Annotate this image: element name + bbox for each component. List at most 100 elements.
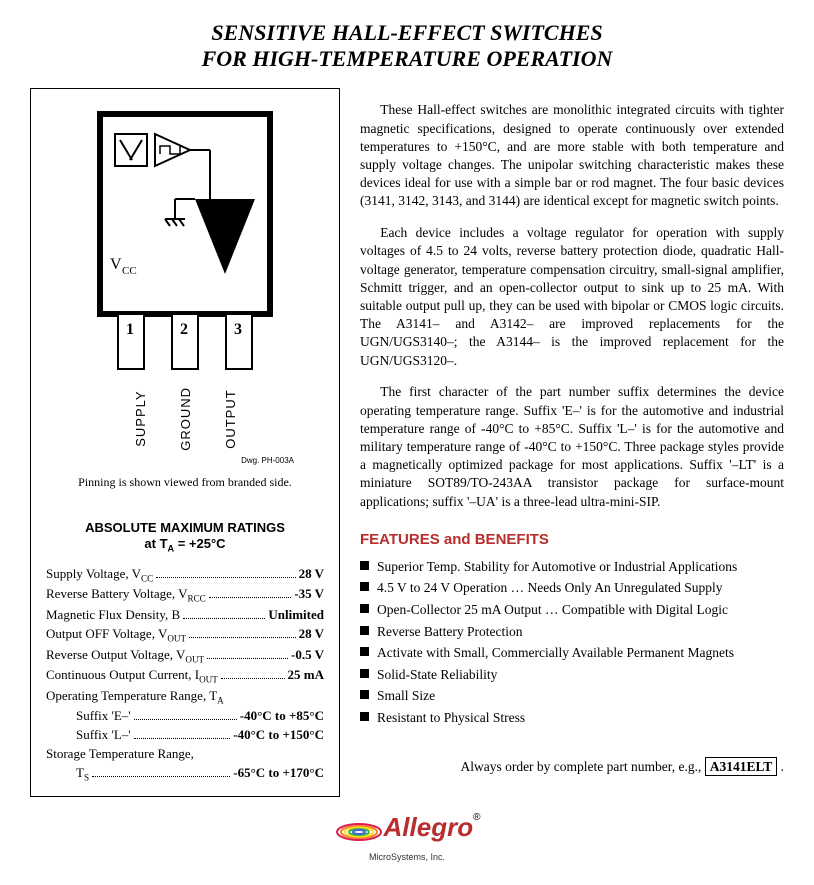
title-line-2: FOR HIGH-TEMPERATURE OPERATION [202,46,613,71]
square-bullet-icon [360,712,369,721]
feature-text: Solid-State Reliability [377,664,497,686]
rating-subscript: CC [141,573,153,583]
ratings-heading-l2b: = +25°C [174,536,225,551]
ratings-heading: ABSOLUTE MAXIMUM RATINGS at TA = +25°C [46,520,324,556]
order-note-prefix: Always order by complete part number, e.… [460,759,704,774]
main-content: V CC 1 2 3 SUPPLY GROUND OUTPUT Dwg. PH-… [30,88,784,797]
svg-text:V: V [110,256,122,273]
rating-subscript: RCC [188,594,206,604]
rating-label: Reverse Output Voltage, VOUT [46,647,204,665]
rating-row: Magnetic Flux Density, B Unlimited [46,607,324,623]
pin-label-ground: GROUND [178,387,193,451]
rating-dots [207,658,288,659]
rating-row: Reverse Output Voltage, VOUT -0.5 V [46,647,324,665]
square-bullet-icon [360,647,369,656]
spec-box: V CC 1 2 3 SUPPLY GROUND OUTPUT Dwg. PH-… [30,88,340,797]
rating-label: Magnetic Flux Density, B [46,607,180,623]
rating-label: Operating Temperature Range, TA [46,688,224,706]
rating-value: -0.5 V [291,647,324,663]
square-bullet-icon [360,582,369,591]
feature-text: 4.5 V to 24 V Operation … Needs Only An … [377,577,722,599]
rating-value: Unlimited [268,607,324,623]
feature-item: Superior Temp. Stability for Automotive … [360,556,784,578]
svg-text:2: 2 [180,321,188,338]
svg-text:1: 1 [126,321,134,338]
paragraph-1: These Hall-effect switches are monolithi… [360,101,784,210]
features-heading: FEATURES and BENEFITS [360,531,784,548]
feature-item: Resistant to Physical Stress [360,707,784,729]
footer-logo: Allegro® MicroSystems, Inc. [30,812,784,865]
features-list: Superior Temp. Stability for Automotive … [360,556,784,729]
rating-value: 28 V [299,626,324,642]
left-column: V CC 1 2 3 SUPPLY GROUND OUTPUT Dwg. PH-… [30,88,340,797]
order-part-number: A3141ELT [705,757,778,776]
title-line-1: SENSITIVE HALL-EFFECT SWITCHES [211,20,602,45]
rating-value: -65°C to +170°C [233,765,324,781]
feature-item: Solid-State Reliability [360,664,784,686]
right-column: These Hall-effect switches are monolithi… [360,88,784,797]
feature-text: Open-Collector 25 mA Output … Compatible… [377,599,728,621]
rating-dots [183,618,265,619]
logo-swirl-icon [334,817,384,847]
order-note-suffix: . [777,759,784,774]
rating-label: Continuous Output Current, IOUT [46,667,218,685]
feature-text: Activate with Small, Commercially Availa… [377,642,734,664]
rating-label: Suffix 'E–' [76,708,131,724]
feature-text: Superior Temp. Stability for Automotive … [377,556,737,578]
package-svg: V CC 1 2 3 [80,104,290,374]
rating-subscript: S [84,773,89,783]
rating-dots [134,719,237,720]
rating-label: Storage Temperature Range, [46,746,194,762]
pin-label-supply: SUPPLY [133,387,148,451]
pinning-note: Pinning is shown viewed from branded sid… [46,475,324,490]
rating-dots [156,577,295,578]
rating-dots [221,678,285,679]
package-diagram: V CC 1 2 3 SUPPLY GROUND OUTPUT Dwg. PH-… [46,104,324,465]
drawing-note: Dwg. PH-003A [46,456,294,465]
svg-text:3: 3 [234,321,242,338]
rating-row: Supply Voltage, VCC28 V [46,566,324,584]
pin-label-output: OUTPUT [223,387,238,451]
paragraph-3: The first character of the part number s… [360,383,784,511]
paragraph-2: Each device includes a voltage regulator… [360,224,784,370]
rating-subscript: OUT [185,654,204,664]
ratings-heading-l1: ABSOLUTE MAXIMUM RATINGS [85,520,285,535]
square-bullet-icon [360,669,369,678]
rating-label: Suffix 'L–' [76,727,131,743]
feature-item: Open-Collector 25 mA Output … Compatible… [360,599,784,621]
square-bullet-icon [360,561,369,570]
rating-row: Suffix 'E–' -40°C to +85°C [46,708,324,724]
rating-label: Reverse Battery Voltage, VRCC [46,586,206,604]
order-note: Always order by complete part number, e.… [360,759,784,775]
rating-dots [209,597,292,598]
svg-text:CC: CC [122,265,137,277]
logo-text: Allegro [384,812,474,842]
rating-value: -35 V [294,586,324,602]
rating-value: 28 V [299,566,324,582]
feature-text: Resistant to Physical Stress [377,707,525,729]
rating-value: -40°C to +85°C [240,708,324,724]
rating-row: Suffix 'L–' -40°C to +150°C [46,727,324,743]
feature-item: 4.5 V to 24 V Operation … Needs Only An … [360,577,784,599]
logo-subtext: MicroSystems, Inc. [369,852,445,862]
feature-item: Activate with Small, Commercially Availa… [360,642,784,664]
rating-row: TS -65°C to +170°C [46,765,324,783]
rating-value: -40°C to +150°C [233,727,324,743]
rating-subscript: OUT [167,634,186,644]
rating-subscript: A [217,695,224,705]
feature-text: Reverse Battery Protection [377,621,522,643]
rating-row: Output OFF Voltage, VOUT28 V [46,626,324,644]
rating-value: 25 mA [288,667,324,683]
rating-row: Continuous Output Current, IOUT 25 mA [46,667,324,685]
square-bullet-icon [360,604,369,613]
square-bullet-icon [360,626,369,635]
rating-dots [189,637,296,638]
rating-dots [92,776,230,777]
feature-text: Small Size [377,685,435,707]
rating-label: TS [76,765,89,783]
rating-row: Reverse Battery Voltage, VRCC -35 V [46,586,324,604]
feature-item: Small Size [360,685,784,707]
square-bullet-icon [360,690,369,699]
rating-row: Storage Temperature Range, [46,746,324,762]
ratings-list: Supply Voltage, VCC28 VReverse Battery V… [46,566,324,783]
